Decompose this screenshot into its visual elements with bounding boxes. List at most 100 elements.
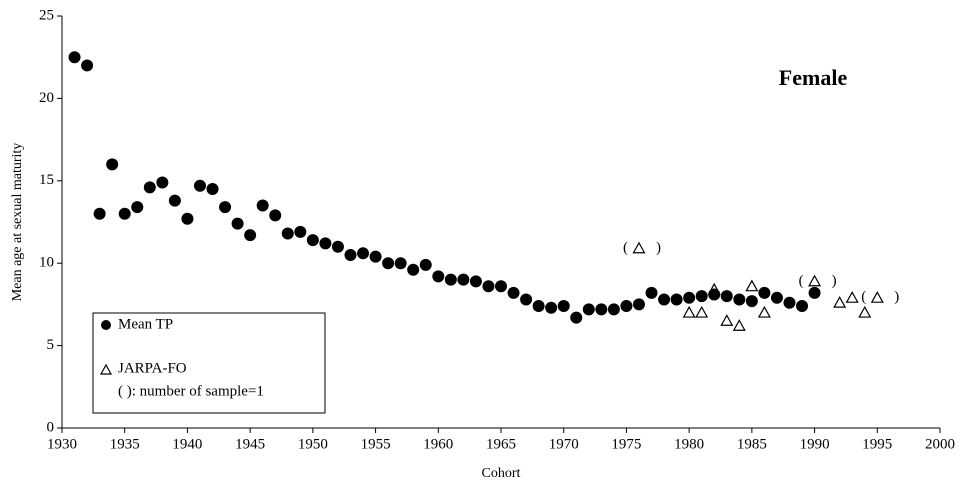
point bbox=[745, 279, 759, 292]
point bbox=[306, 234, 319, 247]
y-tick-label: 15 bbox=[39, 172, 54, 188]
legend-marker bbox=[101, 320, 111, 330]
point bbox=[796, 300, 809, 313]
point bbox=[720, 314, 734, 326]
x-axis-label: Cohort bbox=[482, 466, 521, 481]
point bbox=[870, 291, 884, 303]
bracket: ) bbox=[894, 289, 899, 305]
point bbox=[369, 250, 382, 263]
point bbox=[156, 176, 169, 189]
x-tick-label: 1985 bbox=[737, 436, 767, 452]
point bbox=[68, 51, 81, 64]
point bbox=[419, 258, 432, 271]
x-tick-label: 1935 bbox=[110, 436, 140, 452]
point bbox=[570, 311, 583, 324]
bracket: ( bbox=[799, 273, 804, 289]
x-tick-label: 1970 bbox=[549, 436, 579, 452]
point bbox=[256, 199, 269, 212]
bracket: ( bbox=[861, 289, 866, 305]
point bbox=[770, 291, 783, 304]
legend-label: Mean TP bbox=[118, 316, 173, 332]
point bbox=[582, 303, 595, 316]
point bbox=[707, 282, 721, 295]
point bbox=[783, 296, 796, 309]
point bbox=[143, 181, 156, 194]
point bbox=[808, 286, 821, 299]
point bbox=[319, 237, 332, 250]
point bbox=[206, 183, 219, 196]
point bbox=[193, 179, 206, 192]
point bbox=[632, 298, 645, 311]
point bbox=[845, 291, 859, 303]
x-tick-label: 1940 bbox=[172, 436, 202, 452]
point bbox=[93, 207, 106, 220]
point bbox=[808, 274, 822, 287]
point bbox=[670, 293, 683, 306]
point bbox=[607, 303, 620, 316]
x-tick-label: 1980 bbox=[674, 436, 704, 452]
point bbox=[720, 290, 733, 303]
point bbox=[331, 240, 344, 253]
point bbox=[620, 300, 633, 313]
x-tick-label: 1955 bbox=[361, 436, 391, 452]
point bbox=[632, 241, 646, 254]
point bbox=[695, 305, 709, 318]
x-tick-label: 1960 bbox=[423, 436, 453, 452]
point bbox=[495, 280, 507, 293]
point bbox=[482, 280, 495, 293]
point bbox=[131, 201, 144, 214]
point bbox=[469, 275, 482, 288]
point bbox=[858, 305, 872, 318]
point bbox=[683, 291, 696, 304]
point bbox=[382, 257, 395, 270]
x-tick-label: 1965 bbox=[486, 436, 516, 452]
x-tick-label: 2000 bbox=[925, 436, 955, 452]
point bbox=[645, 286, 658, 299]
bracket: ) bbox=[832, 273, 837, 289]
point bbox=[118, 207, 131, 220]
point bbox=[520, 293, 533, 306]
point bbox=[545, 301, 558, 314]
point bbox=[457, 273, 470, 286]
point bbox=[757, 305, 771, 318]
point bbox=[432, 270, 445, 283]
y-tick-label: 5 bbox=[47, 337, 55, 353]
point bbox=[557, 300, 570, 313]
annotation: Female bbox=[779, 65, 848, 90]
legend-marker bbox=[99, 363, 113, 375]
point bbox=[181, 212, 194, 225]
point bbox=[281, 227, 294, 240]
point bbox=[219, 201, 232, 214]
x-tick-label: 1990 bbox=[800, 436, 830, 452]
y-tick-label: 0 bbox=[47, 419, 55, 435]
point bbox=[444, 273, 457, 286]
bracket: ) bbox=[656, 240, 661, 256]
point bbox=[81, 59, 94, 72]
point bbox=[758, 286, 771, 299]
point bbox=[244, 229, 257, 242]
y-axis-label: Mean age at sexual maturity bbox=[10, 143, 25, 302]
point bbox=[344, 248, 357, 261]
point bbox=[695, 290, 708, 303]
point bbox=[357, 247, 370, 260]
point bbox=[394, 257, 407, 270]
point bbox=[532, 300, 545, 313]
point bbox=[733, 293, 746, 306]
x-tick-label: 1995 bbox=[862, 436, 892, 452]
point bbox=[507, 286, 520, 299]
point bbox=[732, 319, 746, 331]
point bbox=[407, 263, 420, 276]
y-tick-label: 20 bbox=[39, 90, 54, 106]
point bbox=[595, 303, 608, 316]
point bbox=[269, 209, 282, 222]
bracket: ( bbox=[623, 240, 628, 256]
y-tick-label: 25 bbox=[39, 7, 54, 23]
point bbox=[168, 194, 181, 207]
legend-note: ( ): number of sample=1 bbox=[118, 383, 264, 399]
y-tick-label: 10 bbox=[39, 255, 54, 271]
legend-label: JARPA-FO bbox=[118, 360, 187, 376]
x-tick-label: 1975 bbox=[611, 436, 641, 452]
point bbox=[658, 293, 671, 306]
legend-box bbox=[92, 312, 326, 414]
